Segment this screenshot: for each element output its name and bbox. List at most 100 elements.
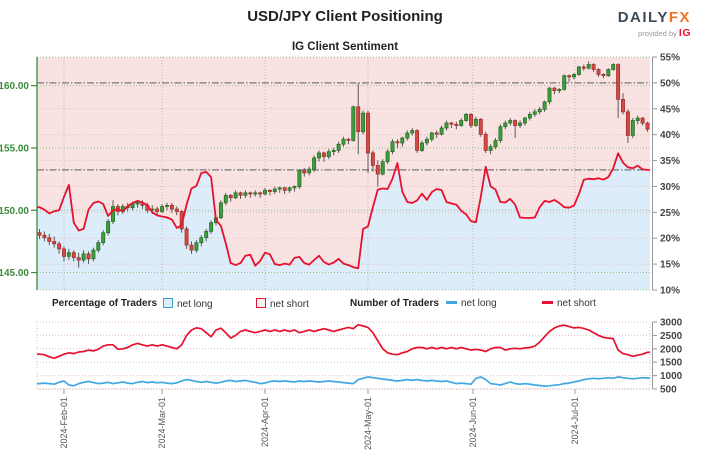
candle [562,75,567,90]
candle [606,69,611,77]
date-label: 2024-Jun-01 [468,397,478,448]
candle [488,146,493,151]
candle [194,242,199,251]
candle [522,117,527,124]
candle [454,123,459,126]
candle [71,252,76,258]
candle [547,87,552,103]
candle [557,89,562,91]
candle [66,252,71,257]
net-short-label: net short [270,299,309,310]
sentiment-area-below [37,153,650,290]
candle [370,152,375,166]
candle [366,112,370,154]
chart-legend: Percentage of Traders net long net short… [0,298,705,312]
dailyfx-wordmark: DAILYFX [617,9,691,27]
candle [297,170,302,187]
candle [508,120,513,124]
pct-axis-label: 10% [660,286,680,297]
candle [351,106,356,141]
price-axis-label: 150.00 [0,206,29,217]
candle [218,202,223,219]
candle [282,187,287,191]
candle [326,151,331,158]
candle [111,206,115,222]
candle [37,232,42,236]
legend-percentage-group-label: Percentage of Traders [52,298,158,309]
pct-axis-label: 30% [660,182,680,193]
candle [591,64,596,70]
candle [464,113,469,121]
net-long-dash-icon [446,301,457,304]
candle [395,141,400,144]
candle [62,248,66,257]
candle [537,108,542,113]
price-axis-label: 155.00 [0,143,29,154]
candle [483,133,488,151]
candle [576,66,581,75]
candle [361,112,366,133]
candle [611,64,616,70]
candle [346,138,351,141]
candle [258,192,263,195]
candle [174,208,179,212]
candle [498,126,503,141]
candle [228,194,233,199]
legend-num-net-long: net long [446,298,497,309]
pct-axis-label: 35% [660,156,680,167]
candle [429,132,434,140]
ig-logo: IG [678,26,691,39]
candle [415,130,420,151]
candle [503,122,508,128]
traders-panel [36,321,651,390]
candle [248,192,253,195]
legend-num-net-short: net short [542,298,596,309]
candle [277,187,282,190]
pct-axis-label: 15% [660,260,680,271]
candle [233,192,238,199]
logo-provided-by: provided by IG [618,26,691,40]
legend-pct-net-long: net long [163,298,213,310]
candle [331,150,336,152]
candle [189,244,194,251]
candle [640,117,645,124]
candle [439,127,444,135]
candle [625,111,630,136]
legend-number-group-label: Number of Traders [350,298,439,309]
candle [586,64,591,69]
candle [312,157,317,170]
net-short-pct-line [37,152,650,270]
logo-daily-text: DAILY [617,9,669,26]
candle [400,137,405,144]
candle [478,118,483,135]
candle [52,241,57,245]
candle [86,253,91,260]
date-label: 2024-May-01 [363,397,373,450]
candle [76,257,81,261]
candle [106,221,111,234]
candle [253,192,258,195]
candle [601,74,606,76]
candle [96,242,101,251]
legend-pct-net-short: net short [256,298,309,310]
candle [81,253,86,261]
count-axis-label: 1000 [660,371,683,382]
num-net-short-label: net short [557,298,596,309]
date-label: 2024-Jul-01 [570,397,580,445]
candle [473,118,478,126]
count-axis-label: 500 [660,385,677,396]
candle [204,231,209,238]
candle [287,187,292,191]
candle [567,75,572,78]
candle [169,204,174,210]
candle [513,120,518,126]
provided-by-text: provided by [638,28,677,38]
candle [552,87,557,91]
candle [572,74,576,78]
pct-axis-label: 50% [660,78,680,89]
count-axis-label: 2000 [660,344,683,355]
price-axis-label: 160.00 [0,81,29,92]
num-net-short-line [37,323,650,360]
